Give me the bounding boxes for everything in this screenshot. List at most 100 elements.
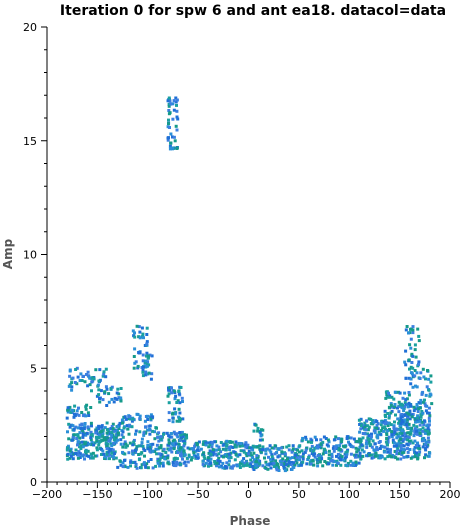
data-point [419, 415, 423, 419]
data-point [300, 438, 304, 442]
data-point [117, 396, 121, 400]
data-point [283, 460, 287, 464]
data-point [144, 431, 147, 435]
data-point [133, 335, 137, 339]
data-point [282, 464, 286, 467]
data-point [192, 453, 196, 457]
data-point [340, 455, 344, 459]
data-point [67, 437, 71, 441]
data-point [383, 445, 387, 449]
data-point [310, 444, 314, 448]
data-point [90, 440, 94, 444]
data-point [194, 455, 198, 458]
data-point [154, 464, 158, 468]
data-point [89, 430, 93, 434]
data-point [169, 132, 173, 136]
data-point [232, 464, 236, 468]
data-point [411, 354, 415, 358]
data-point [404, 403, 408, 407]
data-point [410, 361, 414, 364]
data-point [102, 372, 106, 376]
data-point [86, 370, 90, 374]
data-point [349, 436, 353, 440]
data-point [65, 448, 69, 452]
data-point [319, 438, 323, 442]
data-point [338, 448, 342, 451]
data-point [247, 452, 251, 456]
data-point [421, 438, 425, 442]
data-point [395, 444, 399, 448]
data-point [223, 465, 227, 468]
data-point [119, 399, 123, 403]
data-point [233, 443, 237, 447]
data-point [229, 440, 232, 444]
data-point [144, 425, 148, 429]
data-point [132, 438, 136, 442]
data-point [95, 446, 99, 450]
data-point [323, 460, 327, 463]
data-point [146, 466, 150, 470]
data-point [192, 447, 196, 451]
data-point [83, 380, 87, 384]
data-point [86, 449, 90, 453]
data-point [241, 444, 245, 448]
data-point [86, 374, 90, 378]
data-point [76, 440, 80, 444]
data-point [367, 434, 371, 438]
data-point [242, 450, 246, 454]
data-point [119, 396, 123, 400]
data-point [404, 376, 408, 380]
x-axis-label: Phase [230, 514, 271, 528]
data-point [161, 464, 165, 468]
data-point [179, 386, 183, 389]
data-point [361, 424, 365, 428]
data-point [166, 456, 170, 460]
data-point [84, 440, 88, 444]
data-point [209, 457, 213, 461]
data-point [299, 463, 303, 467]
data-point [71, 376, 75, 380]
data-point [87, 454, 91, 458]
data-point [227, 446, 231, 449]
data-point [420, 392, 424, 396]
data-point [362, 450, 366, 454]
y-tick-label: 15 [23, 135, 37, 148]
data-point [146, 356, 150, 360]
data-point [110, 430, 114, 434]
data-point [272, 465, 276, 468]
data-point [92, 377, 96, 381]
data-point [116, 425, 120, 429]
data-point [345, 463, 349, 467]
data-point [417, 453, 421, 457]
data-point [266, 467, 270, 471]
data-point [400, 415, 404, 419]
data-point [182, 433, 186, 437]
data-point [75, 366, 79, 370]
data-point [354, 446, 358, 450]
data-point [297, 464, 301, 468]
data-point [421, 426, 425, 430]
data-point [179, 433, 183, 437]
data-point [363, 423, 367, 427]
data-point [119, 438, 123, 442]
data-point [196, 456, 200, 460]
data-point [74, 448, 78, 452]
data-point [413, 343, 417, 347]
data-point [116, 438, 120, 442]
data-point [213, 460, 217, 463]
data-point [151, 449, 155, 453]
data-point [169, 432, 173, 436]
data-point [224, 448, 228, 452]
data-point [111, 427, 115, 431]
data-point [221, 447, 225, 451]
data-point [326, 438, 330, 442]
data-point [413, 417, 417, 421]
data-point [413, 348, 417, 352]
data-point [292, 465, 296, 469]
data-point [171, 117, 175, 121]
data-point [149, 413, 153, 417]
data-point [138, 351, 142, 355]
data-point [418, 377, 422, 380]
data-point [162, 447, 166, 451]
data-point [277, 447, 281, 451]
